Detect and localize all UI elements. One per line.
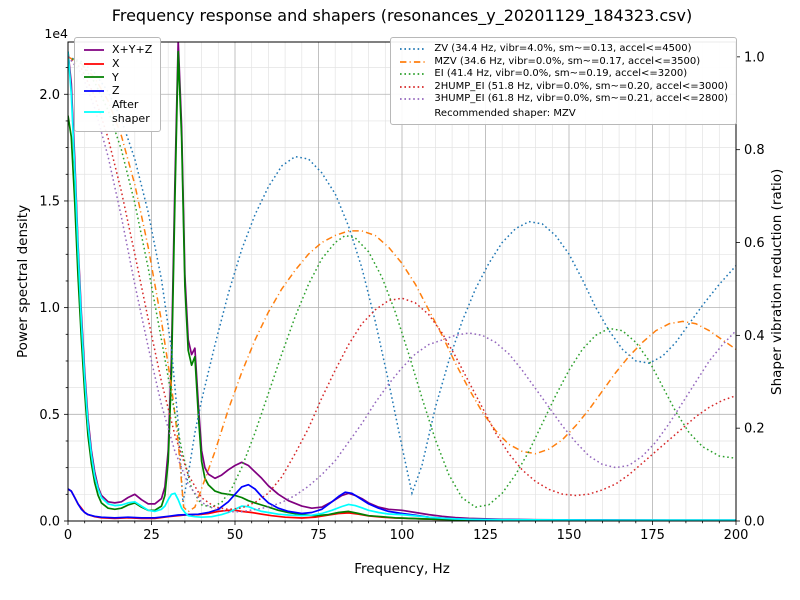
right-y-axis-label: Shaper vibration reduction (ratio) [769, 168, 785, 395]
legend-label: 3HUMP_EI (61.8 Hz, vibr=0.0%, sm~=0.21, … [434, 93, 728, 104]
tick-labels: 0 25 50 75 100 125 150 175 2000.00.51.01.52.00.0… [39, 50, 764, 543]
legend-item-z: Z [83, 84, 152, 98]
legend-item-y: Y [83, 71, 152, 85]
recommended-shaper-note: Recommended shaper: MZV [434, 107, 576, 119]
x-tick-label: 150 [557, 528, 582, 543]
legend-label: Z [112, 84, 120, 98]
legend-line-sample [400, 85, 427, 88]
x-tick-label: 125 [473, 528, 498, 543]
legend-item-2hump_ei: 2HUMP_EI (51.8 Hz, vibr=0.0%, sm~=0.20, … [399, 81, 728, 94]
y-axis-offset-label: 1e4 [44, 26, 68, 41]
left-y-tick-label: 0.0 [39, 515, 60, 530]
right-y-tick-label: 0.8 [744, 143, 765, 158]
shaper-curve-mzv [68, 56, 736, 513]
right-y-tick-label: 0.2 [744, 422, 765, 437]
legend-label: After shaper [112, 98, 150, 125]
psd-curve-after-shaper [68, 51, 736, 521]
legend-label: X+Y+Z [112, 43, 153, 56]
psd-curve-y [68, 50, 736, 521]
right-y-tick-label: 0.6 [744, 236, 765, 251]
legend-label: EI (41.4 Hz, vibr=0.0%, sm~=0.19, accel<… [434, 68, 688, 79]
x-tick-label: 0 [64, 528, 72, 543]
right-y-tick-label: 0.4 [744, 329, 765, 344]
legend-line-sample [400, 73, 427, 76]
shaper-curve-2hump_ei [68, 56, 736, 511]
legend-label: X [112, 56, 120, 70]
shaper-curve-zv [68, 56, 736, 503]
legend-label: ZV (34.4 Hz, vibr=4.0%, sm~=0.13, accel<… [434, 43, 692, 54]
legend-item-after-shaper: After shaper [83, 98, 152, 126]
legend-line-sample [84, 90, 104, 93]
legend-item-ei: EI (41.4 Hz, vibr=0.0%, sm~=0.19, accel<… [399, 68, 728, 81]
x-tick-label: 25 [143, 528, 160, 543]
legend-label: 2HUMP_EI (51.8 Hz, vibr=0.0%, sm~=0.20, … [434, 80, 728, 92]
shaper-legend: ZV (34.4 Hz, vibr=4.0%, sm~=0.13, accel<… [390, 37, 737, 125]
x-tick-label: 200 [724, 528, 749, 543]
left-y-tick-label: 1.0 [39, 301, 60, 316]
legend-item-mzv: MZV (34.6 Hz, vibr=0.0%, sm~=0.17, accel… [399, 56, 728, 69]
legend-line-sample [84, 62, 104, 65]
left-y-tick-label: 1.5 [39, 194, 60, 209]
x-axis-label: Frequency, Hz [354, 561, 450, 577]
legend-line-sample [400, 98, 427, 101]
legend-item-x: X [83, 57, 152, 71]
axis-ticks [64, 56, 740, 525]
left-y-axis-label: Power spectral density [15, 204, 31, 359]
legend-item-x-y-z: X+Y+Z [83, 43, 152, 57]
x-tick-label: 75 [310, 528, 327, 543]
chart-title: Frequency response and shapers (resonanc… [111, 6, 693, 25]
x-tick-label: 50 [227, 528, 244, 543]
right-y-tick-label: 0.0 [744, 515, 765, 530]
legend-line-sample [84, 110, 104, 113]
legend-label: MZV (34.6 Hz, vibr=0.0%, sm~=0.17, accel… [434, 55, 701, 67]
legend-item-zv: ZV (34.4 Hz, vibr=4.0%, sm~=0.13, accel<… [399, 43, 728, 56]
legend-line-sample [400, 48, 427, 51]
right-y-tick-label: 1.0 [744, 50, 765, 65]
x-tick-label: 100 [390, 528, 415, 543]
legend-line-sample [84, 48, 104, 51]
legend-line-sample [400, 60, 427, 63]
x-tick-label: 175 [640, 528, 665, 543]
left-y-tick-label: 2.0 [39, 88, 60, 103]
shaper-curves [68, 56, 736, 513]
legend-item-3hump_ei: 3HUMP_EI (61.8 Hz, vibr=0.0%, sm~=0.21, … [399, 93, 728, 106]
legend-label: Y [112, 70, 119, 84]
left-y-tick-label: 0.5 [39, 408, 60, 423]
psd-curve-x-y-z [68, 42, 736, 521]
legend-line-sample [84, 76, 104, 79]
shaper-curve-3hump_ei [68, 56, 736, 513]
psd-legend: X+Y+Z X Y Z After shaper [74, 37, 162, 132]
